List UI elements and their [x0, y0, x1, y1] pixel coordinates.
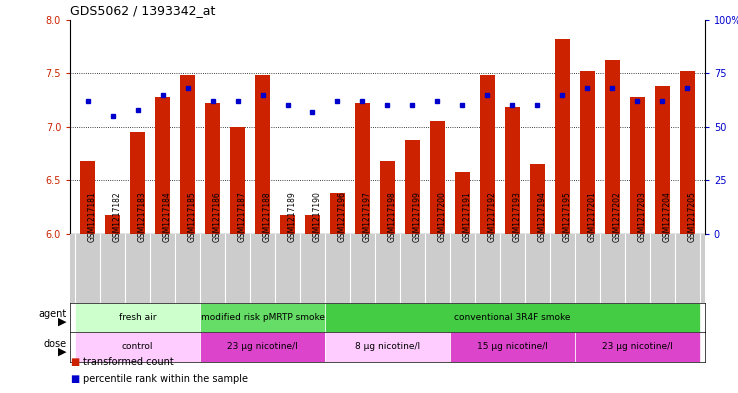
Bar	[330, 193, 345, 234]
Text: GSM1217182: GSM1217182	[113, 191, 122, 242]
Text: GSM1217200: GSM1217200	[438, 191, 446, 242]
Text: GSM1217187: GSM1217187	[238, 191, 246, 242]
Bar	[405, 140, 420, 234]
Text: 15 μg nicotine/l: 15 μg nicotine/l	[477, 342, 548, 351]
Text: GSM1217190: GSM1217190	[312, 191, 322, 242]
Bar	[130, 132, 145, 234]
Bar	[325, 303, 700, 332]
Bar	[155, 97, 170, 234]
Bar	[255, 75, 270, 234]
Bar	[280, 215, 295, 234]
Bar	[505, 107, 520, 234]
Text: GSM1217196: GSM1217196	[337, 191, 346, 242]
Text: GSM1217205: GSM1217205	[687, 191, 696, 242]
Bar	[80, 161, 95, 234]
Bar	[380, 161, 395, 234]
Bar	[630, 97, 645, 234]
Bar	[655, 86, 670, 234]
Text: GSM1217204: GSM1217204	[662, 191, 672, 242]
Text: 8 μg nicotine/l: 8 μg nicotine/l	[355, 342, 420, 351]
Text: GSM1217195: GSM1217195	[562, 191, 571, 242]
Bar	[450, 332, 575, 362]
Text: agent: agent	[38, 309, 66, 320]
Text: GSM1217203: GSM1217203	[638, 191, 646, 242]
Bar	[580, 71, 595, 234]
Bar	[430, 121, 445, 234]
Text: GSM1217186: GSM1217186	[213, 191, 221, 242]
Text: control: control	[122, 342, 154, 351]
Text: modified risk pMRTP smoke: modified risk pMRTP smoke	[201, 313, 325, 322]
Text: percentile rank within the sample: percentile rank within the sample	[83, 374, 249, 384]
Text: GSM1217191: GSM1217191	[463, 191, 472, 242]
Bar	[205, 103, 220, 234]
Text: conventional 3R4F smoke: conventional 3R4F smoke	[454, 313, 570, 322]
Text: GSM1217199: GSM1217199	[413, 191, 421, 242]
Bar	[555, 39, 570, 234]
Bar	[180, 75, 195, 234]
Bar	[530, 164, 545, 234]
Text: ▶: ▶	[58, 317, 66, 327]
Bar	[680, 71, 694, 234]
Text: GSM1217194: GSM1217194	[537, 191, 546, 242]
Text: GSM1217183: GSM1217183	[137, 191, 147, 242]
Text: GSM1217201: GSM1217201	[587, 191, 596, 242]
Text: transformed count: transformed count	[83, 356, 174, 367]
Bar	[75, 332, 200, 362]
Text: ▶: ▶	[58, 346, 66, 356]
Text: GSM1217188: GSM1217188	[263, 191, 272, 242]
Text: 23 μg nicotine/l: 23 μg nicotine/l	[602, 342, 673, 351]
Text: ■: ■	[70, 356, 80, 367]
Text: fresh air: fresh air	[119, 313, 156, 322]
Bar	[230, 127, 245, 234]
Text: 23 μg nicotine/l: 23 μg nicotine/l	[227, 342, 298, 351]
Text: GSM1217197: GSM1217197	[362, 191, 371, 242]
Bar	[75, 303, 200, 332]
Text: GSM1217193: GSM1217193	[512, 191, 521, 242]
Text: GSM1217192: GSM1217192	[487, 191, 497, 242]
Bar	[455, 172, 470, 234]
Text: GSM1217198: GSM1217198	[387, 191, 396, 242]
Bar	[575, 332, 700, 362]
Bar	[305, 215, 320, 234]
Text: GSM1217184: GSM1217184	[162, 191, 171, 242]
Bar	[325, 332, 450, 362]
Text: dose: dose	[44, 339, 66, 349]
Bar	[605, 61, 620, 234]
Bar	[355, 103, 370, 234]
Text: GSM1217189: GSM1217189	[288, 191, 297, 242]
Bar	[105, 215, 120, 234]
Text: GSM1217181: GSM1217181	[88, 191, 97, 242]
Bar	[200, 332, 325, 362]
Bar	[200, 303, 325, 332]
Text: ■: ■	[70, 374, 80, 384]
Text: GDS5062 / 1393342_at: GDS5062 / 1393342_at	[70, 4, 215, 17]
Bar	[480, 75, 495, 234]
Text: GSM1217202: GSM1217202	[613, 191, 621, 242]
Text: GSM1217185: GSM1217185	[187, 191, 196, 242]
